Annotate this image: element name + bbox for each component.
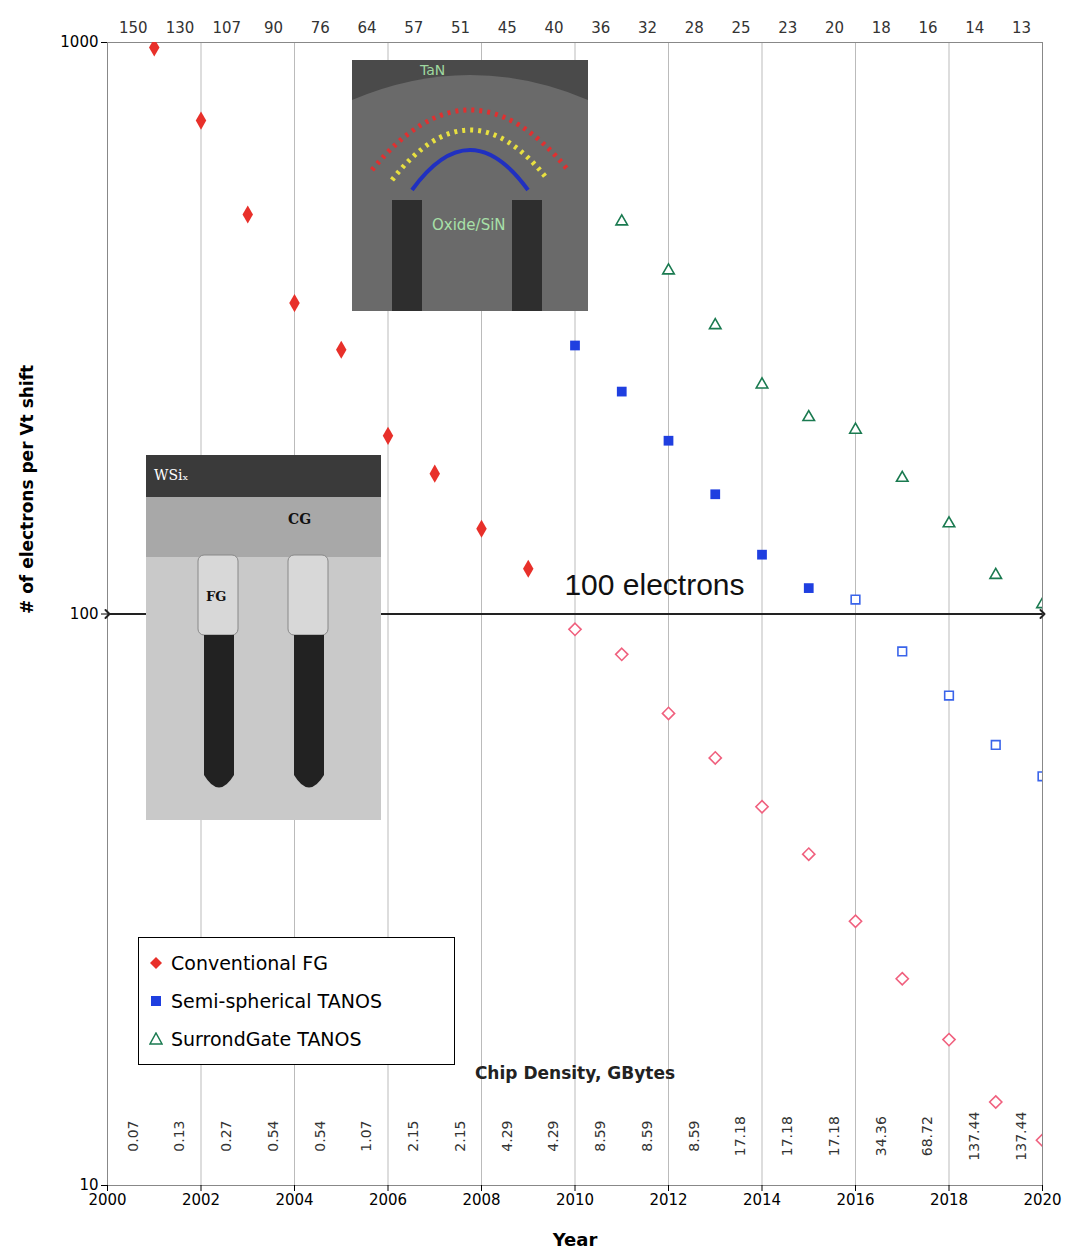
html-text:Semi-spherical TANOS: Semi-spherical TANOS xyxy=(171,990,382,1012)
svg-text:1.07: 1.07 xyxy=(358,1121,374,1152)
svg-text:68.72: 68.72 xyxy=(919,1116,935,1156)
svg-text:23: 23 xyxy=(778,19,797,37)
html-text:TaN: TaN xyxy=(420,62,446,78)
svg-text:2.15: 2.15 xyxy=(452,1121,468,1152)
svg-text:51: 51 xyxy=(451,19,470,37)
svg-text:17.18: 17.18 xyxy=(826,1116,842,1156)
html-text:Oxide/SiN: Oxide/SiN xyxy=(432,216,506,234)
svg-text:4.29: 4.29 xyxy=(545,1121,561,1152)
svg-text:2020: 2020 xyxy=(1023,1191,1061,1209)
svg-text:4.29: 4.29 xyxy=(499,1121,515,1152)
svg-text:100 electrons: 100 electrons xyxy=(564,568,744,601)
svg-text:2014: 2014 xyxy=(743,1191,781,1209)
html-text:CG: CG xyxy=(288,511,312,527)
svg-text:16: 16 xyxy=(918,19,937,37)
svg-text:2016: 2016 xyxy=(836,1191,874,1209)
svg-text:100: 100 xyxy=(70,605,99,623)
svg-text:137.44: 137.44 xyxy=(1013,1112,1029,1161)
svg-text:2008: 2008 xyxy=(462,1191,500,1209)
svg-text:45: 45 xyxy=(498,19,517,37)
html-text:FG: FG xyxy=(206,589,227,604)
svg-text:17.18: 17.18 xyxy=(779,1116,795,1156)
svg-text:2004: 2004 xyxy=(275,1191,313,1209)
html-text:SurrondGate TANOS: SurrondGate TANOS xyxy=(171,1028,362,1050)
svg-text:2006: 2006 xyxy=(369,1191,407,1209)
svg-text:32: 32 xyxy=(638,19,657,37)
svg-text:0.54: 0.54 xyxy=(312,1120,328,1151)
html-text:Conventional FG: Conventional FG xyxy=(171,952,328,974)
svg-text:13: 13 xyxy=(1012,19,1031,37)
svg-text:0.27: 0.27 xyxy=(218,1121,234,1152)
svg-text:0.54: 0.54 xyxy=(265,1120,281,1151)
svg-text:8.59: 8.59 xyxy=(639,1121,655,1152)
svg-text:2002: 2002 xyxy=(182,1191,220,1209)
svg-text:Year: Year xyxy=(552,1229,598,1250)
svg-text:107: 107 xyxy=(212,19,241,37)
svg-text:20: 20 xyxy=(825,19,844,37)
svg-text:2018: 2018 xyxy=(930,1191,968,1209)
svg-text:76: 76 xyxy=(311,19,330,37)
svg-text:57: 57 xyxy=(404,19,423,37)
svg-text:28: 28 xyxy=(685,19,704,37)
svg-text:130: 130 xyxy=(166,19,195,37)
svg-text:8.59: 8.59 xyxy=(592,1121,608,1152)
svg-text:36: 36 xyxy=(591,19,610,37)
svg-text:90: 90 xyxy=(264,19,283,37)
svg-text:137.44: 137.44 xyxy=(966,1112,982,1161)
html-text:WSiₓ: WSiₓ xyxy=(154,467,189,483)
svg-text:0.07: 0.07 xyxy=(125,1121,141,1152)
svg-text:2.15: 2.15 xyxy=(405,1121,421,1152)
svg-text:10: 10 xyxy=(79,1176,98,1194)
svg-text:0.13: 0.13 xyxy=(171,1121,187,1152)
svg-text:18: 18 xyxy=(872,19,891,37)
svg-text:40: 40 xyxy=(544,19,563,37)
svg-text:17.18: 17.18 xyxy=(732,1116,748,1156)
svg-text:# of electrons per Vt shift: # of electrons per Vt shift xyxy=(17,365,37,614)
svg-text:1000: 1000 xyxy=(60,33,98,51)
svg-text:25: 25 xyxy=(731,19,750,37)
svg-text:64: 64 xyxy=(357,19,376,37)
svg-text:2012: 2012 xyxy=(649,1191,687,1209)
svg-text:34.36: 34.36 xyxy=(873,1116,889,1156)
svg-text:14: 14 xyxy=(965,19,984,37)
svg-text:2010: 2010 xyxy=(556,1191,594,1209)
svg-text:8.59: 8.59 xyxy=(686,1121,702,1152)
svg-text:2000: 2000 xyxy=(88,1191,127,1210)
svg-text:150: 150 xyxy=(119,19,148,37)
svg-text:Chip Density, GBytes: Chip Density, GBytes xyxy=(475,1063,675,1083)
